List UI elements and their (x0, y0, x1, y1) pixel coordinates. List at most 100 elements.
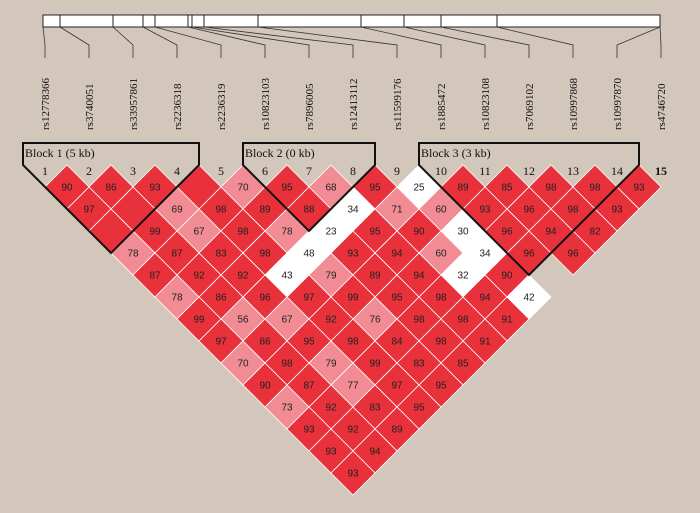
ld-value: 60 (435, 249, 447, 260)
ld-value: 93 (325, 447, 337, 458)
ld-cell (330, 450, 376, 496)
ld-value: 70 (237, 183, 249, 194)
ld-value: 34 (347, 205, 359, 216)
ld-value: 73 (281, 403, 293, 414)
ld-value: 77 (347, 381, 359, 392)
haplotype-block-outline (22, 142, 200, 255)
snp-connector (360, 26, 442, 58)
snp-index-label: 6 (262, 164, 268, 178)
ld-value: 79 (325, 359, 337, 370)
snp-connector (191, 26, 310, 58)
snp-name-label: rs10823103 (260, 78, 272, 130)
ld-value: 97 (215, 337, 227, 348)
ld-value: 76 (369, 315, 381, 326)
snp-index-label: 8 (350, 164, 356, 178)
snp-index-label: 15 (655, 164, 667, 178)
snp-position-ticks (42, 15, 661, 27)
snp-index-label: 9 (394, 164, 400, 178)
snp-connector (659, 26, 662, 58)
ld-value: 86 (215, 293, 227, 304)
ld-value: 90 (61, 183, 73, 194)
snp-name-label: rs3740051 (84, 84, 96, 130)
ld-value: 87 (303, 381, 315, 392)
ld-value: 99 (149, 227, 161, 238)
ld-value: 93 (479, 205, 491, 216)
snp-name-label: rs10997868 (568, 78, 580, 130)
snp-name-label: rs12778366 (40, 78, 52, 130)
ld-value: 25 (413, 183, 425, 194)
snp-name-label: rs7069102 (524, 84, 536, 130)
ld-value: 67 (193, 227, 205, 238)
snp-name-label: rs12413112 (348, 78, 360, 130)
ld-value: 95 (303, 337, 315, 348)
ld-value: 95 (391, 293, 403, 304)
ld-value: 97 (303, 293, 315, 304)
ld-value: 90 (259, 381, 271, 392)
ld-value: 83 (215, 249, 227, 260)
ld-value: 94 (545, 227, 557, 238)
ld-value: 98 (347, 337, 359, 348)
ld-value: 95 (435, 381, 447, 392)
snp-connector (257, 26, 398, 58)
snp-connector (142, 26, 178, 58)
snp-connector (440, 26, 530, 58)
ld-value: 96 (501, 227, 513, 238)
snp-connector (59, 26, 90, 58)
snp-index-label: 13 (567, 164, 579, 178)
ld-value: 69 (171, 205, 183, 216)
ld-value: 99 (369, 359, 381, 370)
ld-value: 90 (413, 227, 425, 238)
ld-value: 98 (237, 227, 249, 238)
ld-value: 30 (457, 227, 469, 238)
ld-value: 94 (369, 447, 381, 458)
ld-value: 56 (237, 315, 249, 326)
ld-value: 91 (501, 315, 513, 326)
snp-name-label: rs11599176 (392, 78, 404, 130)
ld-value: 94 (391, 249, 403, 260)
ld-value: 90 (501, 271, 513, 282)
snp-index-label: 2 (86, 164, 92, 178)
ld-value: 97 (83, 205, 95, 216)
ld-value: 87 (171, 249, 183, 260)
ld-value: 89 (369, 271, 381, 282)
ld-value: 89 (391, 425, 403, 436)
ld-value: 67 (281, 315, 293, 326)
haplotype-blocks: Block 1 (5 kb) Block 2 (0 kb) Block 3 (3 k… (22, 142, 640, 277)
ld-value: 88 (303, 205, 315, 216)
ld-value: 85 (501, 183, 513, 194)
haplotype-block-outline (242, 142, 376, 233)
ld-value: 95 (369, 227, 381, 238)
ld-value: 92 (193, 271, 205, 282)
snp-connector (203, 26, 354, 58)
snp-index-label: 14 (611, 164, 623, 178)
ld-value: 98 (457, 315, 469, 326)
snp-index-label: 12 (523, 164, 535, 178)
ld-value: 85 (457, 359, 469, 370)
snp-index-label: 11 (479, 164, 491, 178)
haplotype-block-outline (418, 142, 640, 277)
ld-value: 96 (523, 249, 535, 260)
ld-value: 98 (435, 337, 447, 348)
snp-index-label: 5 (218, 164, 224, 178)
ld-value: 93 (303, 425, 315, 436)
ld-value: 94 (413, 271, 425, 282)
snp-name-label: rs2236319 (216, 83, 228, 130)
ld-value: 83 (369, 403, 381, 414)
ld-value: 89 (259, 205, 271, 216)
snp-name-label: rs10823108 (480, 78, 492, 130)
ld-value: 98 (435, 293, 447, 304)
snp-connector (616, 26, 661, 58)
snp-labels: rs12778366 rs3740051 rs33957861 rs2236318 rs… (40, 78, 668, 130)
snp-connector (112, 26, 134, 58)
ld-value: 98 (589, 183, 601, 194)
ld-value: 78 (171, 293, 183, 304)
ld-value: 98 (259, 249, 271, 260)
ld-value: 78 (127, 249, 139, 260)
snp-index-label: 4 (174, 164, 180, 178)
ld-value: 86 (105, 183, 117, 194)
ld-value: 79 (325, 271, 337, 282)
ld-value: 71 (391, 205, 403, 216)
ld-value: 92 (325, 403, 337, 414)
